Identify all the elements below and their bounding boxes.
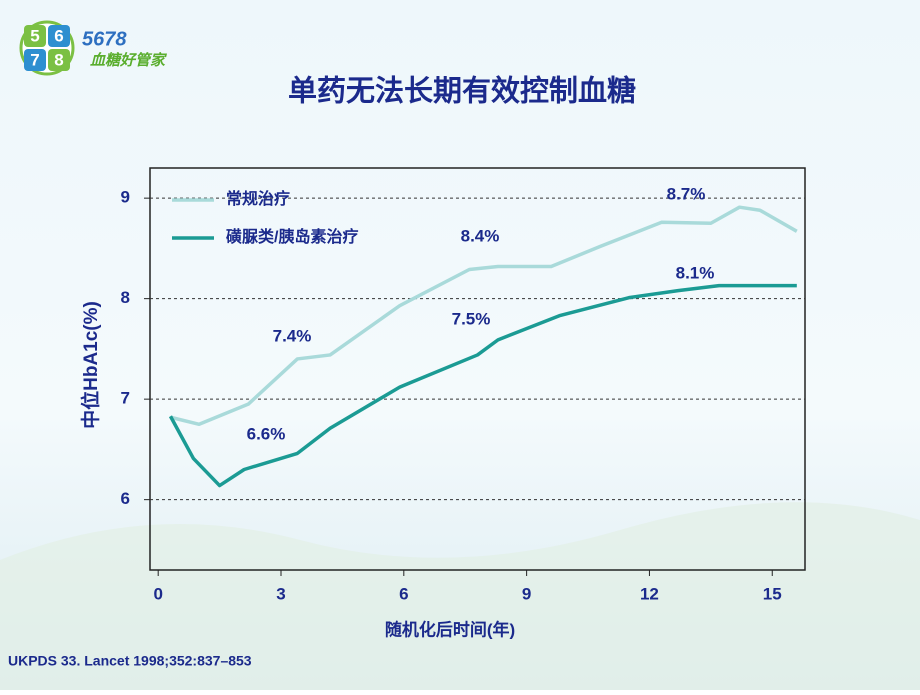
logo-digit: 8 [54,50,63,69]
logo-digit: 5 [30,26,39,45]
x-tick-label: 6 [399,584,408,603]
y-tick-label: 6 [121,489,130,508]
plot-frame [149,167,806,571]
y-axis-label: 中位HbA1c(%) [79,301,102,429]
annotation: 8.4% [461,226,500,245]
logo-name: 血糖好管家 [90,51,168,69]
source: UKPDS 33. Lancet 1998;352:837–853 [8,653,252,669]
y-tick-label: 8 [121,288,130,307]
annotation: 7.5% [452,309,491,328]
logo-digit: 6 [54,26,63,45]
x-tick-label: 0 [153,584,162,603]
landscape [0,502,920,690]
series-line [168,283,797,488]
logo-number: 5678 [82,28,127,50]
annotation: 7.4% [273,326,312,345]
logo: 5 6 7 8 5678 血糖好管家 [19,20,168,76]
chart-title: 单药无法长期有效控制血糖 [288,75,636,108]
annotation: 6.6% [247,424,286,443]
x-tick-label: 12 [640,584,659,603]
x-tick-label: 3 [276,584,285,603]
legend-label: 常规治疗 [226,189,290,208]
legend-label: 磺脲类/胰岛素治疗 [226,227,358,246]
series-line [170,205,798,427]
x-tick-label: 9 [522,584,531,603]
annotation: 8.1% [676,263,715,282]
x-tick-label: 15 [763,584,782,603]
annotation: 8.7% [667,184,706,203]
y-tick-label: 7 [121,389,130,408]
y-tick-label: 9 [121,188,130,207]
x-axis-label: 随机化后时间(年) [385,619,515,639]
logo-digit: 7 [30,50,39,69]
